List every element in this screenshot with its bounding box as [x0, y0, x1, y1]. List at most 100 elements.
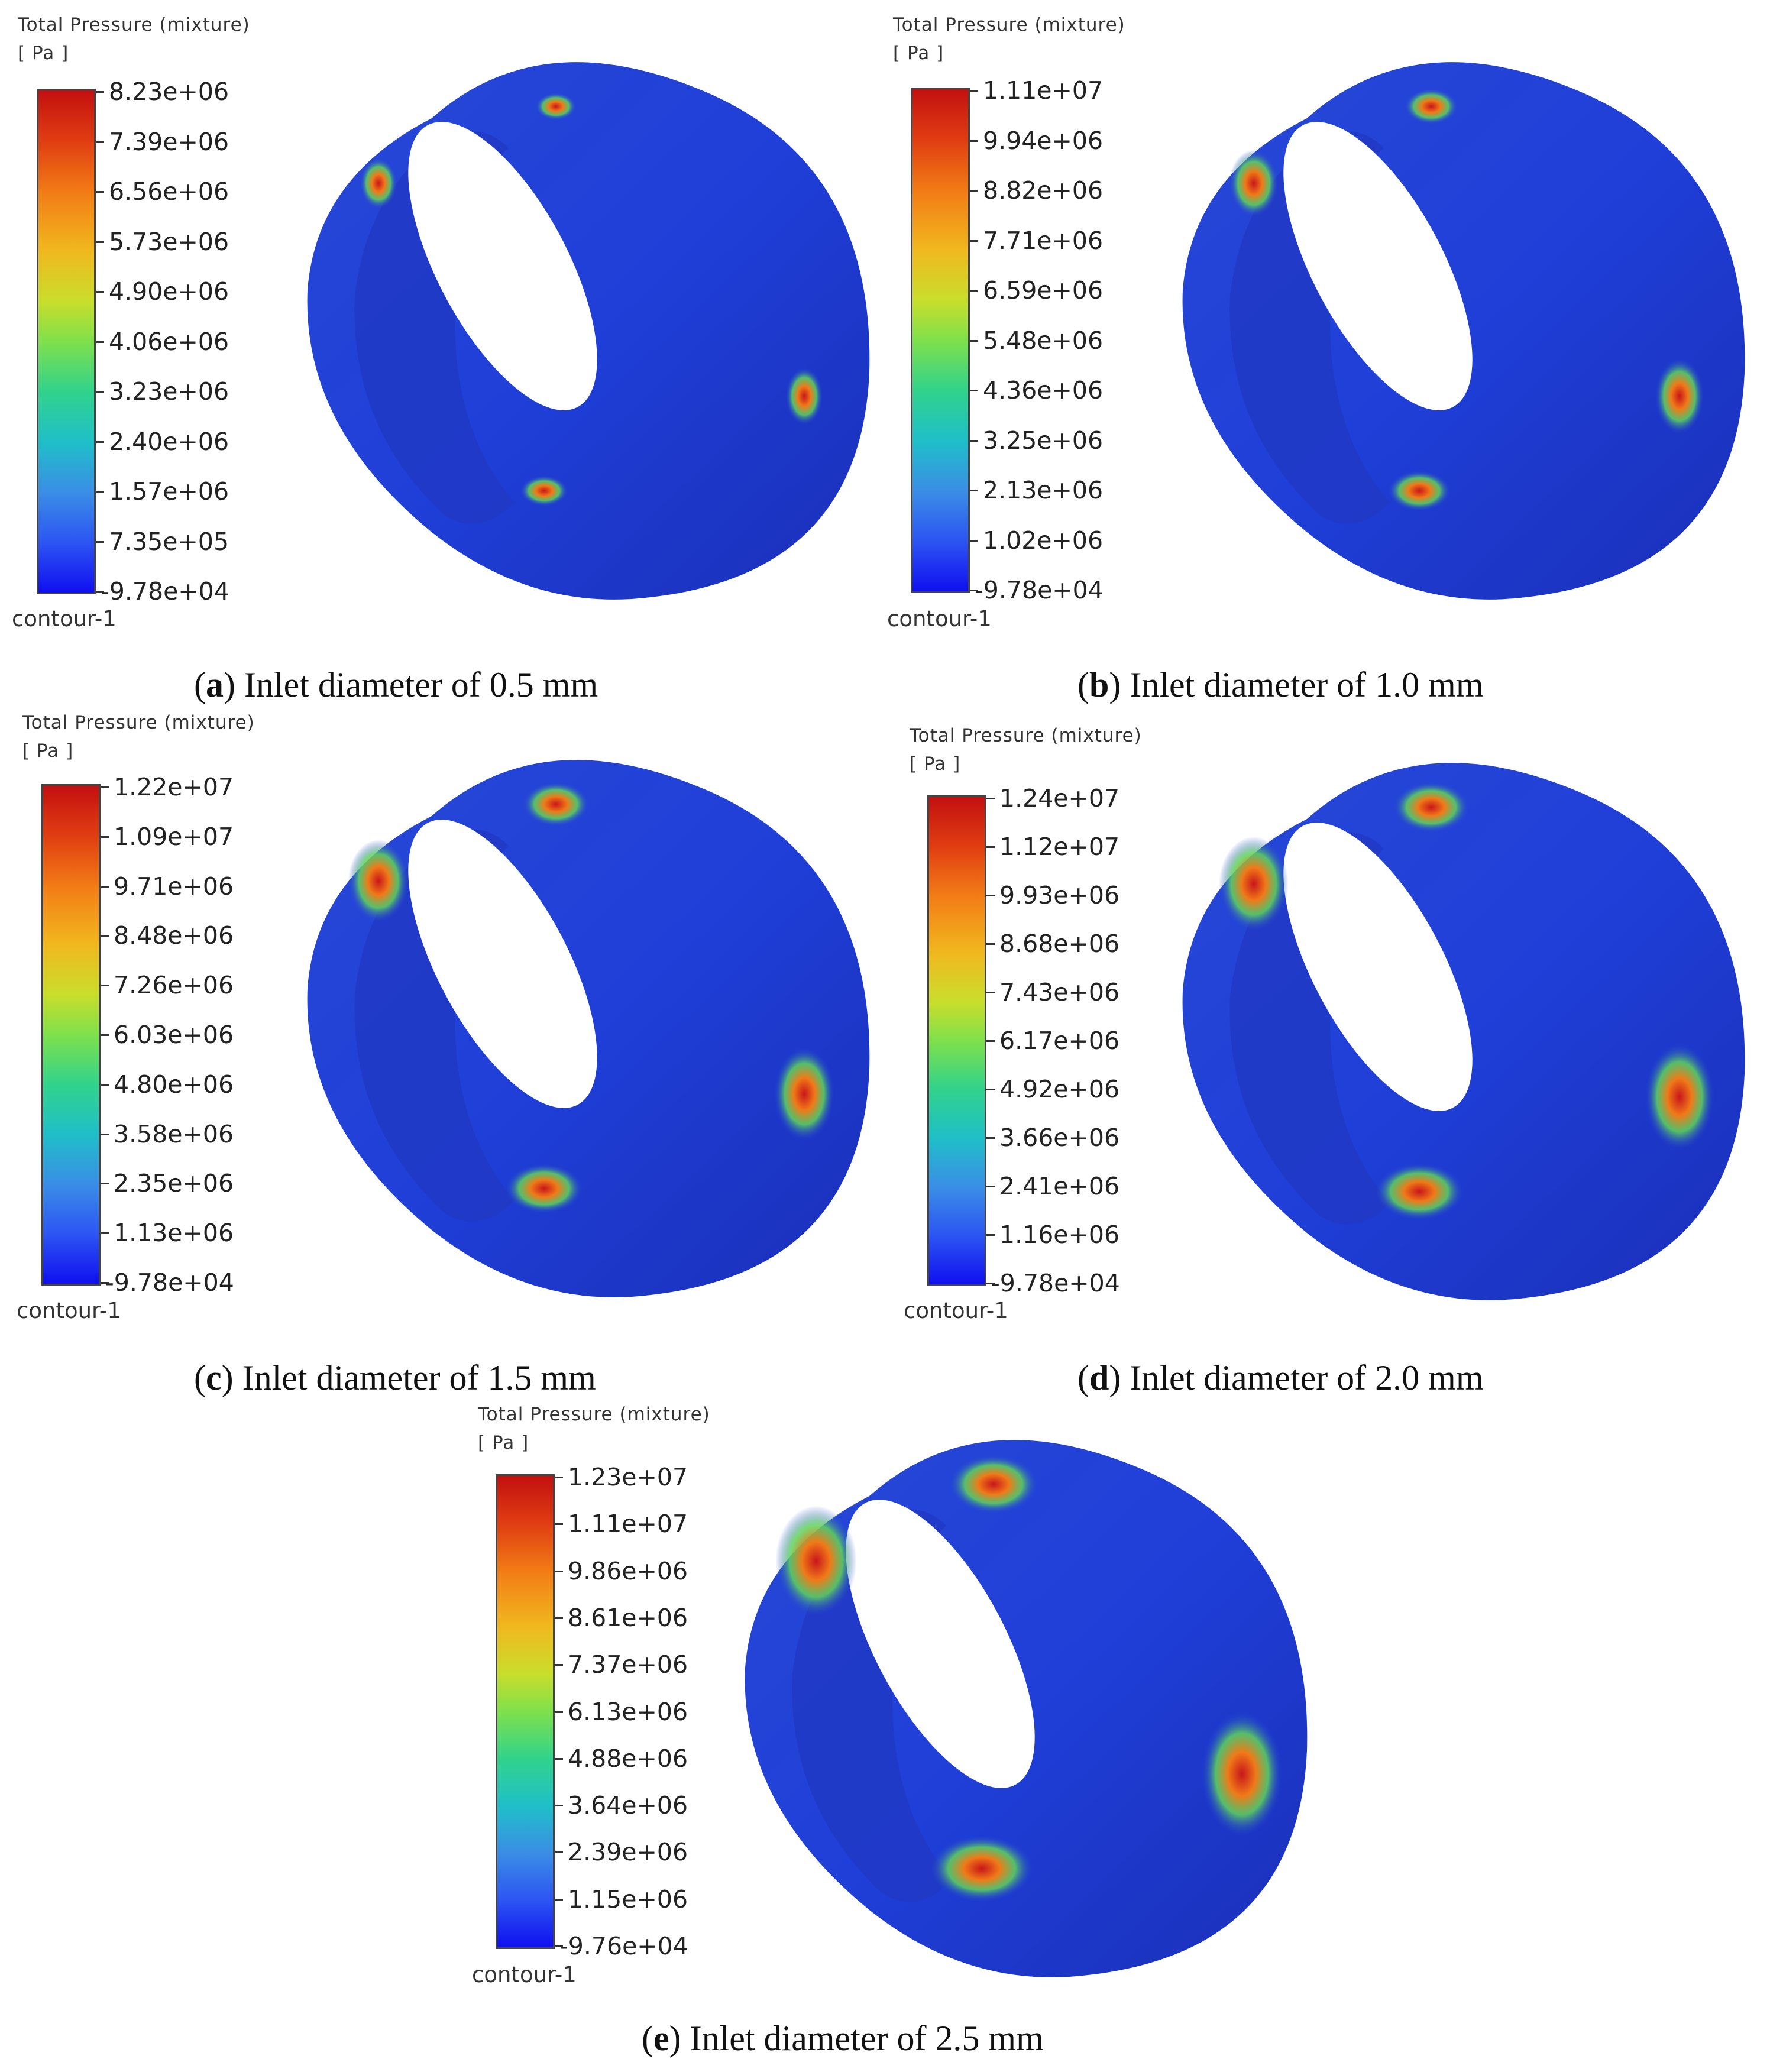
colorbar-tick-label: -9.76e+04 — [559, 1932, 688, 1960]
colorbar-tick — [986, 943, 995, 945]
colorbar-tick-label: 4.92e+06 — [999, 1075, 1120, 1103]
caption-letter: e — [653, 2019, 669, 2058]
colorbar-tick-label: 4.90e+06 — [109, 277, 229, 306]
colorbar-tick-label: 3.66e+06 — [999, 1124, 1120, 1152]
colorbar-tick-label: 2.13e+06 — [983, 476, 1104, 504]
colorbar-tick — [970, 339, 978, 342]
cylinder-contour-render — [1182, 763, 1745, 1300]
colorbar-tick-label: 2.35e+06 — [114, 1169, 234, 1198]
colorbar-tick — [555, 1664, 563, 1666]
colorbar-tick — [970, 590, 978, 591]
colorbar-tick-label: 9.86e+06 — [568, 1556, 688, 1585]
colorbar-tick — [970, 439, 978, 442]
colorbar-tick-label: 1.11e+07 — [568, 1510, 688, 1539]
colorbar-tick-label: 3.64e+06 — [568, 1791, 688, 1820]
colorbar-tick-label: 2.39e+06 — [568, 1838, 688, 1867]
colorbar — [927, 795, 986, 1286]
colorbar-tick-label: 6.59e+06 — [983, 276, 1104, 305]
legend-footer: contour-1 — [887, 606, 992, 632]
pressure-hotspot — [785, 367, 823, 425]
colorbar-tick — [555, 1711, 563, 1713]
colorbar-tick-label: 1.15e+06 — [568, 1885, 688, 1914]
colorbar-tick-label: 1.09e+07 — [114, 822, 234, 851]
colorbar-tick — [101, 1034, 109, 1036]
pressure-hotspot — [1201, 1711, 1283, 1837]
pressure-hotspot — [360, 157, 397, 209]
colorbar-tick — [970, 239, 978, 242]
pressure-hotspot — [775, 1506, 857, 1617]
colorbar-tick — [986, 992, 995, 993]
colorbar-tick-label: 4.06e+06 — [109, 327, 229, 356]
caption: (d) Inlet diameter of 2.0 mm — [1077, 1358, 1484, 1397]
colorbar-tick — [96, 591, 104, 593]
colorbar-tick — [555, 1570, 563, 1572]
colorbar-tick — [101, 985, 109, 987]
legend-title: Total Pressure (mixture) — [910, 725, 1142, 746]
colorbar-tick — [970, 490, 978, 491]
caption-text: Inlet diameter of 0.5 mm — [244, 665, 598, 704]
legend-title: Total Pressure (mixture) — [18, 14, 250, 35]
colorbar-tick — [101, 1133, 109, 1135]
colorbar-tick — [986, 798, 995, 799]
colorbar-tick — [96, 91, 104, 93]
pressure-hotspot — [1388, 471, 1451, 511]
colorbar-tick-label: 7.26e+06 — [114, 971, 234, 1000]
pressure-hotspot — [1404, 88, 1458, 125]
colorbar-tick — [96, 441, 104, 443]
colorbar-tick — [96, 491, 104, 493]
cylinder-contour-render — [745, 1440, 1308, 1977]
cylinder-contour-render — [307, 62, 870, 600]
colorbar-tick — [101, 1183, 109, 1185]
pressure-hotspot — [1393, 782, 1470, 833]
legend-footer: contour-1 — [12, 606, 117, 632]
colorbar-tick-label: 7.35e+05 — [109, 527, 229, 556]
colorbar-tick — [970, 190, 978, 192]
cylinder-opening — [408, 122, 597, 410]
cylinder-inner-rim — [1229, 832, 1390, 1225]
colorbar-tick-label: 3.23e+06 — [109, 377, 229, 406]
colorbar-tick — [986, 1040, 995, 1042]
colorbar-tick — [986, 1089, 995, 1090]
colorbar-tick — [555, 1617, 563, 1619]
colorbar-tick-label: 4.36e+06 — [983, 376, 1104, 404]
colorbar-tick — [555, 1805, 563, 1807]
colorbar-tick — [96, 191, 104, 193]
colorbar-tick — [555, 1945, 563, 1947]
caption-letter: c — [205, 1358, 222, 1397]
colorbar-tick-label: -9.78e+04 — [991, 1269, 1120, 1297]
colorbar-tick-label: 1.13e+06 — [114, 1219, 234, 1248]
colorbar-tick — [555, 1523, 563, 1526]
colorbar-tick-label: 8.48e+06 — [114, 921, 234, 950]
caption-text: Inlet diameter of 1.5 mm — [242, 1358, 596, 1397]
colorbar-tick — [96, 141, 104, 143]
pressure-hotspot — [949, 1455, 1038, 1514]
colorbar-tick-label: 9.93e+06 — [999, 881, 1120, 909]
legend-footer: contour-1 — [904, 1298, 1008, 1323]
colorbar-tick-label: 3.25e+06 — [983, 426, 1104, 455]
caption: (c) Inlet diameter of 1.5 mm — [194, 1358, 596, 1397]
colorbar-tick — [986, 1234, 995, 1236]
colorbar-tick — [101, 1282, 109, 1284]
colorbar-tick — [101, 836, 109, 838]
colorbar-tick-label: 6.13e+06 — [568, 1697, 688, 1726]
colorbar-tick-label: 8.82e+06 — [983, 176, 1104, 205]
caption-text: Inlet diameter of 2.0 mm — [1130, 1358, 1484, 1397]
colorbar-tick — [555, 1757, 563, 1760]
colorbar-tick-label: 5.73e+06 — [109, 227, 229, 256]
colorbar-tick-label: 6.17e+06 — [999, 1027, 1120, 1055]
colorbar-tick — [970, 290, 978, 292]
colorbar-tick — [96, 291, 104, 293]
colorbar-tick-label: 7.71e+06 — [983, 226, 1104, 255]
colorbar-tick-label: 3.58e+06 — [114, 1119, 234, 1148]
pressure-hotspot — [1655, 358, 1704, 435]
colorbar-tick — [101, 1083, 109, 1086]
colorbar-tick-label: 1.22e+07 — [114, 773, 234, 801]
caption-letter: b — [1089, 665, 1109, 704]
colorbar-tick — [96, 341, 104, 343]
caption-letter: d — [1089, 1358, 1109, 1397]
colorbar-tick-label: 1.12e+07 — [999, 833, 1120, 861]
colorbar-tick-label: 4.80e+06 — [114, 1070, 234, 1099]
colorbar-tick — [101, 1232, 109, 1235]
pressure-hotspot — [930, 1835, 1034, 1902]
colorbar-tick — [970, 539, 978, 542]
